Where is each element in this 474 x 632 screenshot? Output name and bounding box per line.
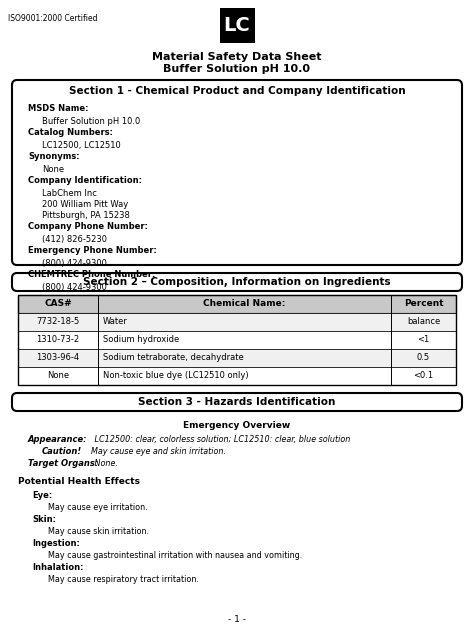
Text: LC12500: clear, colorless solution; LC12510: clear, blue solution: LC12500: clear, colorless solution; LC12… xyxy=(92,435,350,444)
Text: Synonyms:: Synonyms: xyxy=(28,152,80,161)
Text: Non-toxic blue dye (LC12510 only): Non-toxic blue dye (LC12510 only) xyxy=(103,371,249,380)
Text: Ingestion:: Ingestion: xyxy=(32,539,80,548)
Text: Caution!: Caution! xyxy=(42,447,82,456)
Text: Percent: Percent xyxy=(404,299,443,308)
Text: - 1 -: - 1 - xyxy=(228,615,246,624)
Text: Company Identification:: Company Identification: xyxy=(28,176,142,185)
Text: 0.5: 0.5 xyxy=(417,353,430,362)
Text: ISO9001:2000 Certified: ISO9001:2000 Certified xyxy=(8,14,98,23)
Text: balance: balance xyxy=(407,317,440,326)
Text: 1310-73-2: 1310-73-2 xyxy=(36,335,80,344)
Text: Water: Water xyxy=(103,317,128,326)
Text: May cause skin irritation.: May cause skin irritation. xyxy=(48,527,149,536)
Text: None: None xyxy=(42,165,64,174)
Bar xyxy=(220,8,255,43)
Text: None.: None. xyxy=(92,459,118,468)
Text: Section 1 - Chemical Product and Company Identification: Section 1 - Chemical Product and Company… xyxy=(69,86,405,96)
Bar xyxy=(18,313,456,331)
Text: May cause eye irritation.: May cause eye irritation. xyxy=(48,503,147,512)
Text: Chemical Name:: Chemical Name: xyxy=(203,299,286,308)
Text: May cause gastrointestinal irritation with nausea and vomiting.: May cause gastrointestinal irritation wi… xyxy=(48,551,302,560)
Bar xyxy=(18,295,456,313)
Text: LC12500, LC12510: LC12500, LC12510 xyxy=(42,141,121,150)
Text: Emergency Overview: Emergency Overview xyxy=(183,421,291,430)
Text: <0.1: <0.1 xyxy=(413,371,434,380)
Text: Section 2 – Composition, Information on Ingredients: Section 2 – Composition, Information on … xyxy=(83,277,391,287)
Text: <1: <1 xyxy=(418,335,429,344)
Bar xyxy=(18,295,456,385)
Text: CAS#: CAS# xyxy=(44,299,72,308)
Text: 7732-18-5: 7732-18-5 xyxy=(36,317,80,326)
Bar xyxy=(18,331,456,349)
Text: 1303-96-4: 1303-96-4 xyxy=(36,353,80,362)
Text: Appearance:: Appearance: xyxy=(28,435,88,444)
Text: Eye:: Eye: xyxy=(32,491,52,500)
Text: Potential Health Effects: Potential Health Effects xyxy=(18,477,140,486)
Text: Sodium hydroxide: Sodium hydroxide xyxy=(103,335,179,344)
Text: Buffer Solution pH 10.0: Buffer Solution pH 10.0 xyxy=(42,117,140,126)
Text: None: None xyxy=(47,371,69,380)
Text: May cause eye and skin irritation.: May cause eye and skin irritation. xyxy=(86,447,226,456)
Bar xyxy=(18,349,456,367)
Text: Buffer Solution pH 10.0: Buffer Solution pH 10.0 xyxy=(164,64,310,74)
Text: Company Phone Number:: Company Phone Number: xyxy=(28,222,148,231)
Text: (412) 826-5230: (412) 826-5230 xyxy=(42,235,107,244)
Text: Sodium tetraborate, decahydrate: Sodium tetraborate, decahydrate xyxy=(103,353,244,362)
Text: Target Organs:: Target Organs: xyxy=(28,459,98,468)
Text: (800) 424-9300: (800) 424-9300 xyxy=(42,259,107,268)
Text: CHEMTREC Phone Number:: CHEMTREC Phone Number: xyxy=(28,270,155,279)
Text: Catalog Numbers:: Catalog Numbers: xyxy=(28,128,113,137)
Text: May cause respiratory tract irritation.: May cause respiratory tract irritation. xyxy=(48,575,199,584)
Text: Pittsburgh, PA 15238: Pittsburgh, PA 15238 xyxy=(42,211,130,220)
Text: Section 3 - Hazards Identification: Section 3 - Hazards Identification xyxy=(138,397,336,407)
Text: LabChem Inc: LabChem Inc xyxy=(42,189,97,198)
Text: 200 William Pitt Way: 200 William Pitt Way xyxy=(42,200,128,209)
Text: LC: LC xyxy=(224,16,250,35)
Bar xyxy=(18,367,456,385)
Text: MSDS Name:: MSDS Name: xyxy=(28,104,89,113)
Text: Inhalation:: Inhalation: xyxy=(32,563,83,572)
Text: Material Safety Data Sheet: Material Safety Data Sheet xyxy=(152,52,322,62)
Text: Emergency Phone Number:: Emergency Phone Number: xyxy=(28,246,157,255)
Text: Skin:: Skin: xyxy=(32,515,56,524)
Text: (800) 424-9300: (800) 424-9300 xyxy=(42,283,107,292)
